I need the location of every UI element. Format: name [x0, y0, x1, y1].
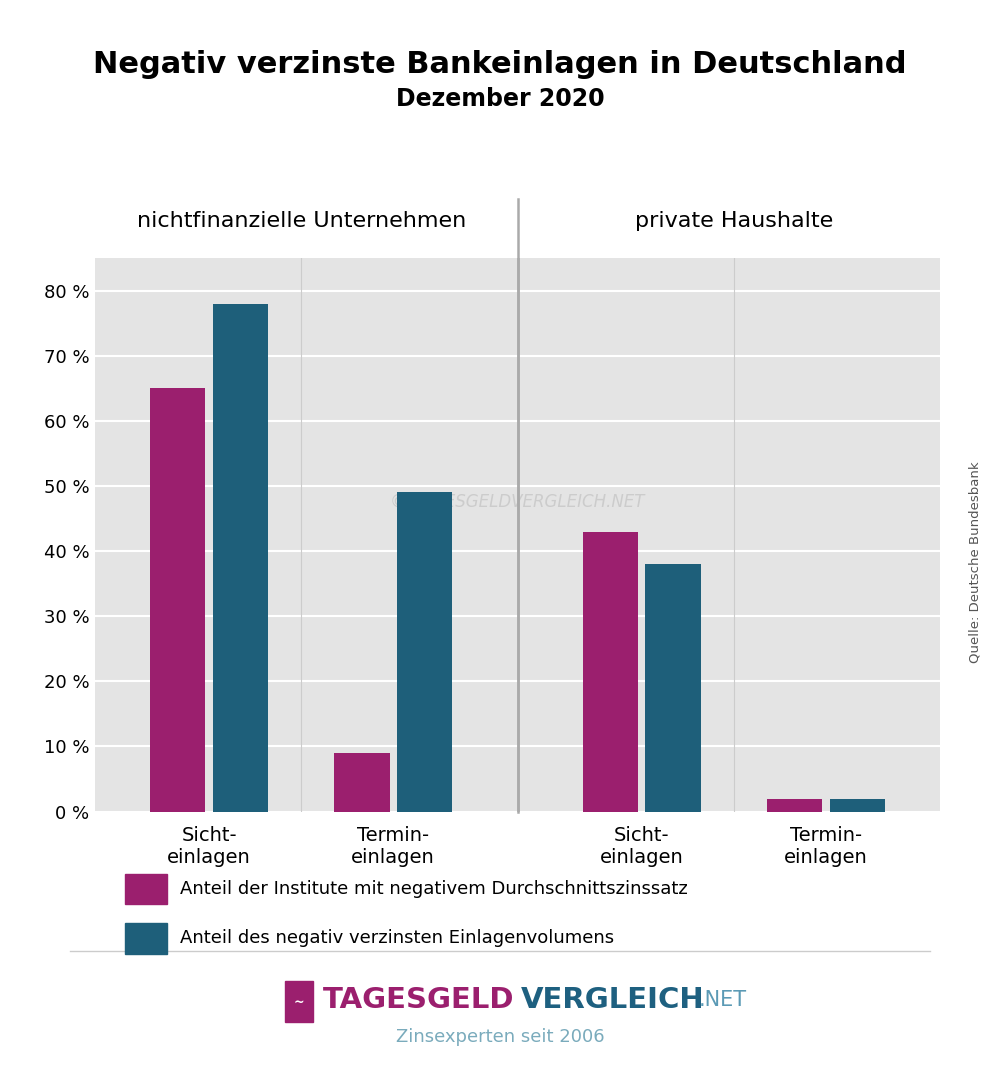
Text: Zinsexperten seit 2006: Zinsexperten seit 2006 [396, 1029, 604, 1046]
Text: Anteil des negativ verzinsten Einlagenvolumens: Anteil des negativ verzinsten Einlagenvo… [180, 930, 614, 947]
Text: VERGLEICH: VERGLEICH [521, 986, 705, 1014]
Bar [334, 752, 390, 812]
Text: .NET: .NET [699, 990, 747, 1009]
Bar [583, 531, 638, 812]
Text: TAGESGELD: TAGESGELD [323, 986, 514, 1014]
Text: Anteil der Institute mit negativem Durchschnittszinssatz: Anteil der Institute mit negativem Durch… [180, 880, 688, 898]
Text: Negativ verzinste Bankeinlagen in Deutschland: Negativ verzinste Bankeinlagen in Deutsc… [93, 51, 907, 78]
Text: Quelle: Deutsche Bundesbank: Quelle: Deutsche Bundesbank [968, 461, 982, 663]
Text: nichtfinanzielle Unternehmen: nichtfinanzielle Unternehmen [137, 211, 466, 231]
Bar [645, 564, 701, 812]
Bar [830, 799, 885, 812]
Text: ~: ~ [294, 995, 304, 1008]
Bar [397, 492, 452, 812]
Text: private Haushalte: private Haushalte [635, 211, 833, 231]
Bar [767, 799, 822, 812]
Text: Dezember 2020: Dezember 2020 [396, 87, 604, 111]
Text: © TAGESGELDVERGLEICH.NET: © TAGESGELDVERGLEICH.NET [390, 492, 645, 511]
Bar [213, 303, 268, 812]
Bar [150, 388, 205, 812]
